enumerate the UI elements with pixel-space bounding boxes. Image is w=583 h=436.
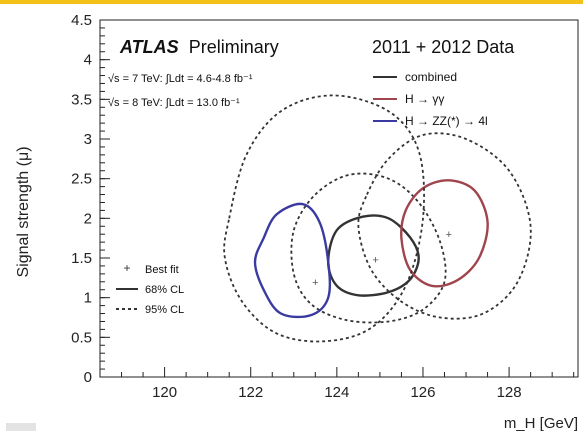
y-tick-label: 4.5 [71, 12, 92, 29]
experiment-label: ATLAS [119, 37, 179, 57]
best-fit-marker-zz4l: + [312, 277, 318, 289]
watermark [6, 423, 36, 431]
y-axis-title: Signal strength (μ) [15, 146, 32, 277]
x-tick-label: 122 [238, 384, 263, 401]
contour-68cl-zz4l [253, 202, 332, 319]
y-tick-label: 0 [84, 369, 92, 386]
y-axis-ticks: 0 0.5 1 1.5 2 2.5 3 3.5 4 4.5 [71, 12, 110, 386]
best-fit-marker-gamgam: + [446, 229, 452, 241]
contour-68cl-gamgam [400, 179, 489, 288]
y-tick-label: 1.5 [71, 250, 92, 267]
chart-title: ATLAS Preliminary [119, 37, 279, 57]
y-tick-label: 2 [84, 210, 92, 227]
contour-68cl-combined [326, 214, 420, 297]
y-tick-label: 4 [84, 52, 92, 69]
channel-legend: combined H → γγ H → ZZ(*) → 4l [373, 70, 488, 128]
y-tick-label: 2.5 [71, 171, 92, 188]
x-tick-label: 120 [152, 384, 177, 401]
y-tick-label: 1 [84, 290, 92, 307]
contour-curves: + + + [223, 94, 532, 343]
lumi-line-8tev: √s = 8 TeV: ∫Ldt = 13.0 fb⁻¹ [108, 97, 240, 109]
x-axis-title: m_H [GeV] [504, 415, 578, 432]
plot-frame [99, 19, 579, 378]
y-tick-label: 0.5 [71, 329, 92, 346]
y-tick-label: 3 [84, 131, 92, 148]
legend-label-68cl: 68% CL [145, 284, 184, 296]
legend-label-combined: combined [405, 70, 457, 84]
legend-label-best-fit: Best fit [145, 264, 179, 276]
legend-label-zz4l: H → ZZ(*) → 4l [405, 114, 488, 128]
contour-95cl-combined [290, 172, 447, 324]
best-fit-marker-combined: + [372, 255, 378, 267]
legend-label-gamgam: H → γγ [405, 92, 444, 106]
x-axis-ticks: 120 122 124 126 128 [99, 367, 575, 401]
contour-95cl-gamgam [357, 132, 532, 320]
experiment-sub: Preliminary [189, 37, 279, 57]
y-tick-label: 3.5 [71, 91, 92, 108]
best-fit-marker-icon: + [123, 261, 130, 275]
style-legend: + Best fit 68% CL 95% CL [116, 261, 184, 316]
lumi-line-7tev: √s = 7 TeV: ∫Ldt = 4.6-4.8 fb⁻¹ [108, 73, 253, 85]
top-accent-bar [0, 0, 583, 4]
legend-label-95cl: 95% CL [145, 304, 184, 316]
x-tick-label: 128 [497, 384, 522, 401]
chart-subtitle: 2011 + 2012 Data [372, 37, 515, 57]
x-tick-label: 126 [410, 384, 435, 401]
x-tick-label: 124 [324, 384, 349, 401]
